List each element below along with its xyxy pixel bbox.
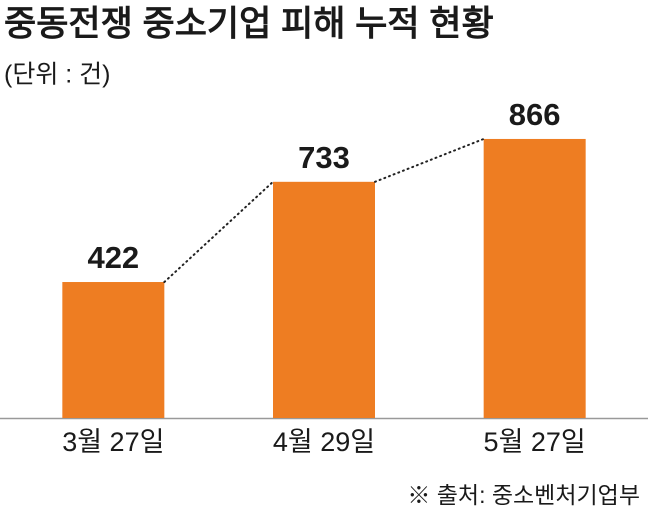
x-tick-label: 5월 27일: [484, 427, 586, 457]
connector: [374, 137, 485, 183]
value-label: 422: [87, 240, 139, 275]
value-label: 866: [509, 97, 561, 132]
x-tick-label: 3월 27일: [62, 427, 164, 457]
value-label: 733: [298, 140, 350, 175]
x-tick-label: 4월 29일: [273, 427, 375, 457]
source: ※ 출처: 중소벤처기업부: [407, 482, 640, 508]
bar: [62, 282, 165, 418]
bar: [483, 138, 586, 418]
chart-title: 중동전쟁 중소기업 피해 누적 현황: [4, 4, 494, 43]
bar: [273, 181, 375, 418]
chart-subtitle: (단위 : 건): [4, 61, 111, 89]
connector: [163, 180, 274, 284]
